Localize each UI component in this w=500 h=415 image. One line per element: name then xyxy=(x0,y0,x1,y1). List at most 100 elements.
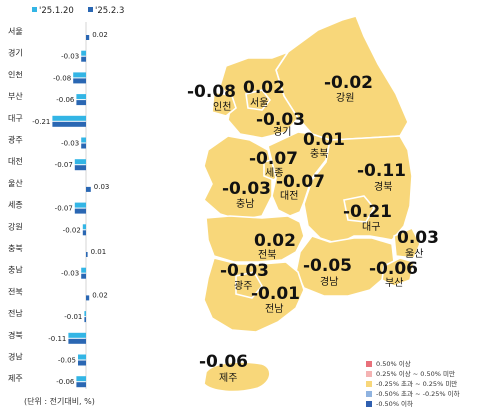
map-value-jeonbuk: 0.02 xyxy=(254,231,296,251)
region-chungnam xyxy=(203,135,273,221)
bar-series-1 xyxy=(81,50,86,56)
map-legend-label: 0.50% 이상 xyxy=(376,360,411,368)
bar-series-2 xyxy=(86,186,91,192)
data-label: -0.21 xyxy=(32,118,50,126)
region-ulsan xyxy=(393,226,421,259)
data-label: 0.02 xyxy=(92,31,108,39)
map-name-chungnam: 충남 xyxy=(236,198,254,210)
map-value-gyeonggi: -0.03 xyxy=(256,110,305,130)
category-label: 충북 xyxy=(8,244,23,253)
bar-series-2 xyxy=(68,338,86,344)
map-value-sejong: -0.07 xyxy=(249,149,298,169)
legend-label-series-1: '25.1.20 xyxy=(39,6,74,16)
data-label: -0.02 xyxy=(63,226,81,234)
map-legend-item: -0.50% 이하 xyxy=(366,398,460,408)
bar-series-2 xyxy=(76,382,86,388)
map-name-jeonbuk: 전북 xyxy=(258,249,276,261)
map-value-gwangju: -0.03 xyxy=(220,261,269,281)
map-name-busan: 부산 xyxy=(385,277,403,289)
map-name-chungbuk: 충북 xyxy=(310,148,328,160)
category-label: 충남 xyxy=(8,266,23,275)
map-name-jeju: 제주 xyxy=(219,372,237,384)
legend-swatch-series-1 xyxy=(32,7,37,12)
map-name-gyeongbuk: 경북 xyxy=(374,180,392,193)
map-legend-item: -0.25% 초과 ~ 0.25% 미만 xyxy=(366,378,460,388)
region-gwangju xyxy=(235,271,263,299)
map-value-gyeongnam: -0.05 xyxy=(303,256,352,276)
region-jeju xyxy=(203,361,271,393)
bar-series-1 xyxy=(73,72,86,78)
data-label: -0.08 xyxy=(53,74,71,82)
map-name-ulsan: 울산 xyxy=(405,248,423,260)
category-label: 전남 xyxy=(8,308,23,318)
map-legend-swatch xyxy=(366,371,372,377)
map-value-daegu: -0.21 xyxy=(343,202,392,222)
map-value-jeju: -0.06 xyxy=(199,352,248,372)
category-label: 서울 xyxy=(8,27,23,36)
category-label: 세종 xyxy=(8,201,23,210)
region-jeonbuk xyxy=(205,215,305,263)
map-legend-item: -0.50% 초과 ~ -0.25% 이하 xyxy=(366,388,460,398)
bar-series-1 xyxy=(68,332,86,338)
category-label: 부산 xyxy=(8,91,23,101)
bar-series-2 xyxy=(84,317,86,323)
legend-label-series-2: '25.2.3 xyxy=(95,6,125,16)
legend-swatch-series-2 xyxy=(88,7,93,12)
bar-series-1 xyxy=(82,224,86,230)
category-label: 경남 xyxy=(8,352,23,362)
map-legend-label: -0.50% 이하 xyxy=(376,400,414,408)
map-name-jeonnam: 전남 xyxy=(265,303,283,315)
data-label: -0.05 xyxy=(58,357,76,365)
bar-series-1 xyxy=(74,202,86,208)
category-label: 대구 xyxy=(8,114,23,123)
category-label: 광주 xyxy=(8,135,23,145)
map-legend-label: 0.25% 이상 ~ 0.50% 미만 xyxy=(376,370,455,378)
map-legend-swatch xyxy=(366,381,372,387)
region-chungbuk xyxy=(267,131,331,217)
map-name-gangwon: 강원 xyxy=(336,92,354,104)
region-seoul xyxy=(245,89,272,111)
category-label: 경기 xyxy=(8,48,23,58)
map-value-busan: -0.06 xyxy=(369,259,418,279)
category-label: 경북 xyxy=(8,330,23,340)
map-labels: -0.08 인천 0.02 서울 -0.03 경기 -0.02 강원 0.01 … xyxy=(187,73,439,384)
map-name-gyeongnam: 경남 xyxy=(320,275,338,288)
map-legend-item: 0.25% 이상 ~ 0.50% 미만 xyxy=(366,368,460,378)
data-label: -0.03 xyxy=(61,270,79,278)
map-value-gangwon: -0.02 xyxy=(324,73,373,93)
map-regions xyxy=(203,15,421,393)
region-busan xyxy=(381,257,415,287)
regional-bar-chart: 서울 0.02 경기 -0.03 인천 -0.08 부산 -0.06 대구 -0.21 광주 -0.0… xyxy=(8,22,110,389)
bar-series-1 xyxy=(78,354,86,360)
region-incheon xyxy=(211,91,237,117)
bar-series-2 xyxy=(76,100,86,106)
map-legend-label: -0.50% 초과 ~ -0.25% 이하 xyxy=(376,390,460,398)
category-label: 대전 xyxy=(8,156,23,166)
data-label: 0.01 xyxy=(91,248,107,256)
bar-series-2 xyxy=(74,208,86,214)
category-label: 울산 xyxy=(8,178,23,188)
bar-series-2 xyxy=(86,35,90,40)
bar-series-2 xyxy=(78,360,86,366)
bar-series-2 xyxy=(81,273,86,279)
bar-series-1 xyxy=(76,94,86,100)
bar-series-1 xyxy=(81,137,86,143)
map-value-daejeon: -0.07 xyxy=(276,172,325,192)
bar-series-2 xyxy=(74,165,86,171)
category-label: 인천 xyxy=(8,69,23,79)
data-label: 0.03 xyxy=(94,183,110,191)
data-label: -0.06 xyxy=(56,378,75,386)
region-gyeongbuk xyxy=(303,135,413,245)
region-daegu xyxy=(343,195,375,223)
data-label: -0.01 xyxy=(64,313,82,321)
map-legend-swatch xyxy=(366,361,372,367)
map-value-ulsan: 0.03 xyxy=(397,228,439,248)
category-label: 제주 xyxy=(8,374,23,383)
map-name-sejong: 세종 xyxy=(265,167,283,179)
map-legend-label: -0.25% 초과 ~ 0.25% 미만 xyxy=(376,380,458,388)
unit-note: (단위 : 전기대비, %) xyxy=(24,397,95,406)
bar-series-2 xyxy=(52,121,86,127)
bar-series-2 xyxy=(86,252,88,257)
map-legend-swatch xyxy=(366,401,372,407)
